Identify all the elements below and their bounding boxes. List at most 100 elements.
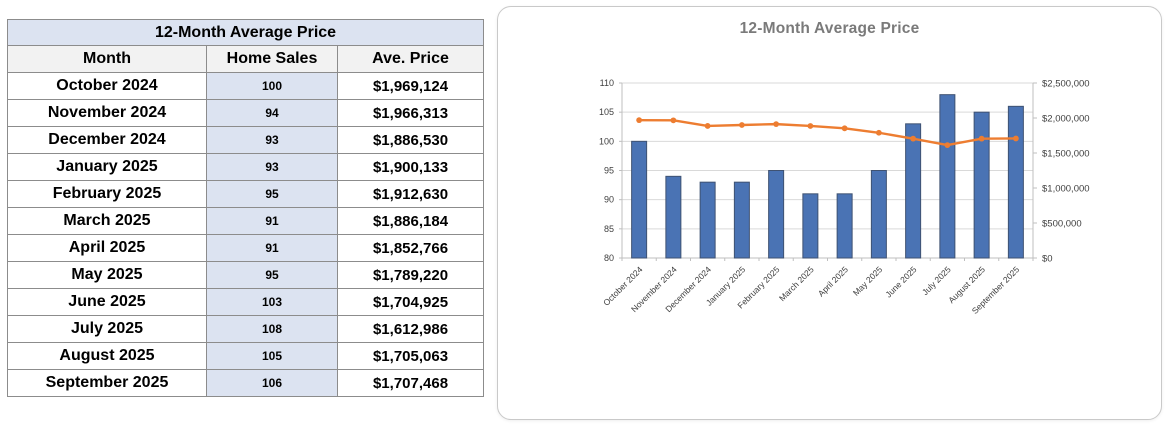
month-cell: February 2025 — [7, 180, 207, 208]
month-cell: December 2024 — [7, 126, 207, 154]
right-axis-labels: $0 $500,000 $1,000,000 $1,500,000 $2,000,000… — [1042, 79, 1090, 265]
table-row: October 2024 100 $1,969,124 — [7, 72, 485, 100]
avg-price-line — [636, 117, 1019, 148]
bar — [802, 193, 819, 259]
left-tick-label: 110 — [600, 78, 614, 88]
line-marker — [841, 125, 848, 132]
month-cell: January 2025 — [7, 153, 207, 181]
bar — [1007, 105, 1024, 259]
sales-cell: 105 — [206, 342, 338, 370]
column-header-price: Ave. Price — [336, 45, 485, 73]
chart-axes — [619, 82, 1037, 261]
line-marker — [773, 121, 780, 128]
table-row: April 2025 91 $1,852,766 — [7, 234, 485, 262]
sales-cell: 95 — [206, 261, 338, 289]
line-marker — [670, 117, 677, 124]
left-tick-label: 100 — [599, 136, 614, 146]
price-cell: $1,704,925 — [336, 288, 485, 316]
month-cell: September 2025 — [7, 369, 207, 397]
line-marker — [738, 122, 745, 128]
bar — [939, 94, 956, 259]
month-cell: August 2025 — [7, 342, 207, 370]
x-tick-label: July 2025 — [920, 264, 953, 297]
x-tick-label: April 2025 — [816, 264, 850, 298]
bar — [699, 181, 716, 259]
bar — [870, 170, 887, 259]
table-row: November 2024 94 $1,966,313 — [7, 99, 485, 127]
table-row: August 2025 105 $1,705,063 — [7, 342, 485, 370]
price-cell: $1,886,184 — [336, 207, 485, 235]
right-tick-label: $1,500,000 — [1042, 149, 1090, 160]
table-row: June 2025 103 $1,704,925 — [7, 288, 485, 316]
table-row: February 2025 95 $1,912,630 — [7, 180, 485, 208]
bar — [733, 181, 750, 259]
line-marker — [978, 135, 985, 142]
left-tick-label: 85 — [604, 224, 614, 234]
sales-cell: 100 — [206, 72, 338, 100]
bar — [836, 193, 853, 259]
combo-chart: 80 85 90 95 100 105 110 $0 $500,000 $1,000,000 $1,… — [599, 78, 1090, 316]
price-cell: $1,966,313 — [336, 99, 485, 127]
left-tick-label: 90 — [604, 195, 614, 205]
line-marker — [704, 123, 711, 129]
price-cell: $1,852,766 — [336, 234, 485, 262]
chart-title: 12-Month Average Price — [739, 20, 920, 37]
month-cell: October 2024 — [7, 72, 207, 100]
sales-cell: 93 — [206, 126, 338, 154]
line-marker — [807, 123, 814, 129]
x-tick-label: May 2025 — [851, 264, 885, 298]
sales-cell: 103 — [206, 288, 338, 316]
price-cell: $1,707,468 — [336, 369, 485, 397]
price-cell: $1,886,530 — [336, 126, 485, 154]
price-cell: $1,900,133 — [336, 153, 485, 181]
price-table: 12-Month Average Price Month Home Sales Av… — [6, 19, 485, 397]
table-title: 12-Month Average Price — [6, 19, 485, 46]
line-marker — [636, 117, 643, 124]
table-row: December 2024 93 $1,886,530 — [7, 126, 485, 154]
month-cell: November 2024 — [7, 99, 207, 127]
price-cell: $1,705,063 — [336, 342, 485, 370]
sales-cell: 106 — [206, 369, 338, 397]
sales-cell: 93 — [206, 153, 338, 181]
line-marker — [944, 142, 951, 148]
right-tick-label: $500,000 — [1042, 219, 1082, 230]
price-cell: $1,789,220 — [336, 261, 485, 289]
month-cell: April 2025 — [7, 234, 207, 262]
home-sales-bars — [631, 94, 1024, 259]
left-tick-label: 95 — [604, 166, 614, 176]
table-row: January 2025 93 $1,900,133 — [7, 153, 485, 181]
right-tick-label: $0 — [1042, 254, 1053, 265]
sales-cell: 94 — [206, 99, 338, 127]
month-cell: June 2025 — [7, 288, 207, 316]
bar — [631, 140, 648, 259]
chart-card: 12-Month Average Price 80 85 90 95 100 105 110… — [497, 6, 1162, 420]
price-cell: $1,912,630 — [336, 180, 485, 208]
table-row: March 2025 91 $1,886,184 — [7, 207, 485, 235]
right-tick-label: $2,000,000 — [1042, 114, 1090, 125]
x-tick-label: June 2025 — [883, 264, 918, 299]
left-tick-label: 80 — [604, 253, 614, 263]
bar — [973, 111, 990, 259]
line-marker — [875, 129, 882, 136]
bar — [768, 170, 785, 259]
month-cell: July 2025 — [7, 315, 207, 343]
line-marker — [910, 135, 917, 142]
column-header-sales: Home Sales — [206, 45, 338, 73]
right-tick-label: $2,500,000 — [1042, 79, 1090, 90]
sales-cell: 91 — [206, 207, 338, 235]
table-header-row: Month Home Sales Ave. Price — [7, 45, 485, 73]
price-cell: $1,969,124 — [336, 72, 485, 100]
left-tick-label: 105 — [599, 107, 614, 117]
price-cell: $1,612,986 — [336, 315, 485, 343]
chart-gridlines — [622, 82, 1033, 230]
table-title-row: 12-Month Average Price — [6, 19, 485, 46]
right-tick-label: $1,000,000 — [1042, 184, 1090, 195]
sales-cell: 95 — [206, 180, 338, 208]
bar — [905, 123, 922, 259]
month-cell: May 2025 — [7, 261, 207, 289]
table-row: July 2025 108 $1,612,986 — [7, 315, 485, 343]
bar — [665, 175, 682, 259]
sales-cell: 108 — [206, 315, 338, 343]
left-axis-labels: 80 85 90 95 100 105 110 — [599, 78, 614, 263]
